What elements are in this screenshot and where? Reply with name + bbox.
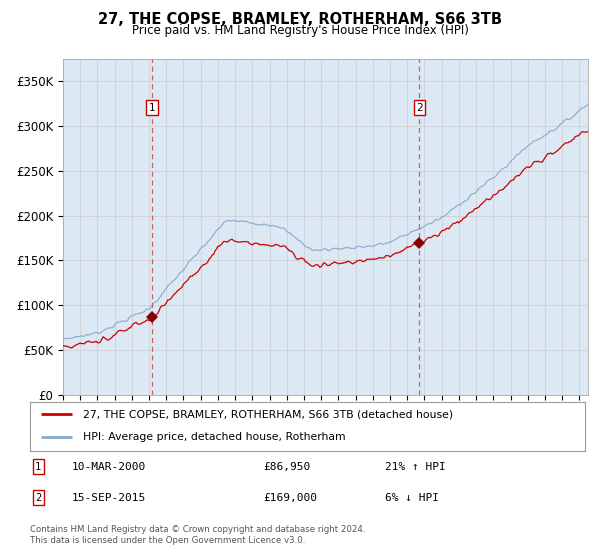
Text: 15-SEP-2015: 15-SEP-2015 (71, 493, 146, 503)
Text: 27, THE COPSE, BRAMLEY, ROTHERHAM, S66 3TB: 27, THE COPSE, BRAMLEY, ROTHERHAM, S66 3… (98, 12, 502, 27)
Text: £169,000: £169,000 (263, 493, 317, 503)
Text: 2: 2 (416, 102, 423, 113)
Text: 10-MAR-2000: 10-MAR-2000 (71, 461, 146, 472)
Text: 6% ↓ HPI: 6% ↓ HPI (385, 493, 439, 503)
Text: 2: 2 (35, 493, 41, 503)
Text: Price paid vs. HM Land Registry's House Price Index (HPI): Price paid vs. HM Land Registry's House … (131, 24, 469, 37)
Text: HPI: Average price, detached house, Rotherham: HPI: Average price, detached house, Roth… (83, 432, 346, 442)
Text: 21% ↑ HPI: 21% ↑ HPI (385, 461, 446, 472)
Text: Contains HM Land Registry data © Crown copyright and database right 2024.: Contains HM Land Registry data © Crown c… (30, 525, 365, 534)
Text: 1: 1 (35, 461, 41, 472)
Text: £86,950: £86,950 (263, 461, 310, 472)
Text: 27, THE COPSE, BRAMLEY, ROTHERHAM, S66 3TB (detached house): 27, THE COPSE, BRAMLEY, ROTHERHAM, S66 3… (83, 409, 453, 419)
Text: 1: 1 (149, 102, 155, 113)
Text: This data is licensed under the Open Government Licence v3.0.: This data is licensed under the Open Gov… (30, 536, 305, 545)
